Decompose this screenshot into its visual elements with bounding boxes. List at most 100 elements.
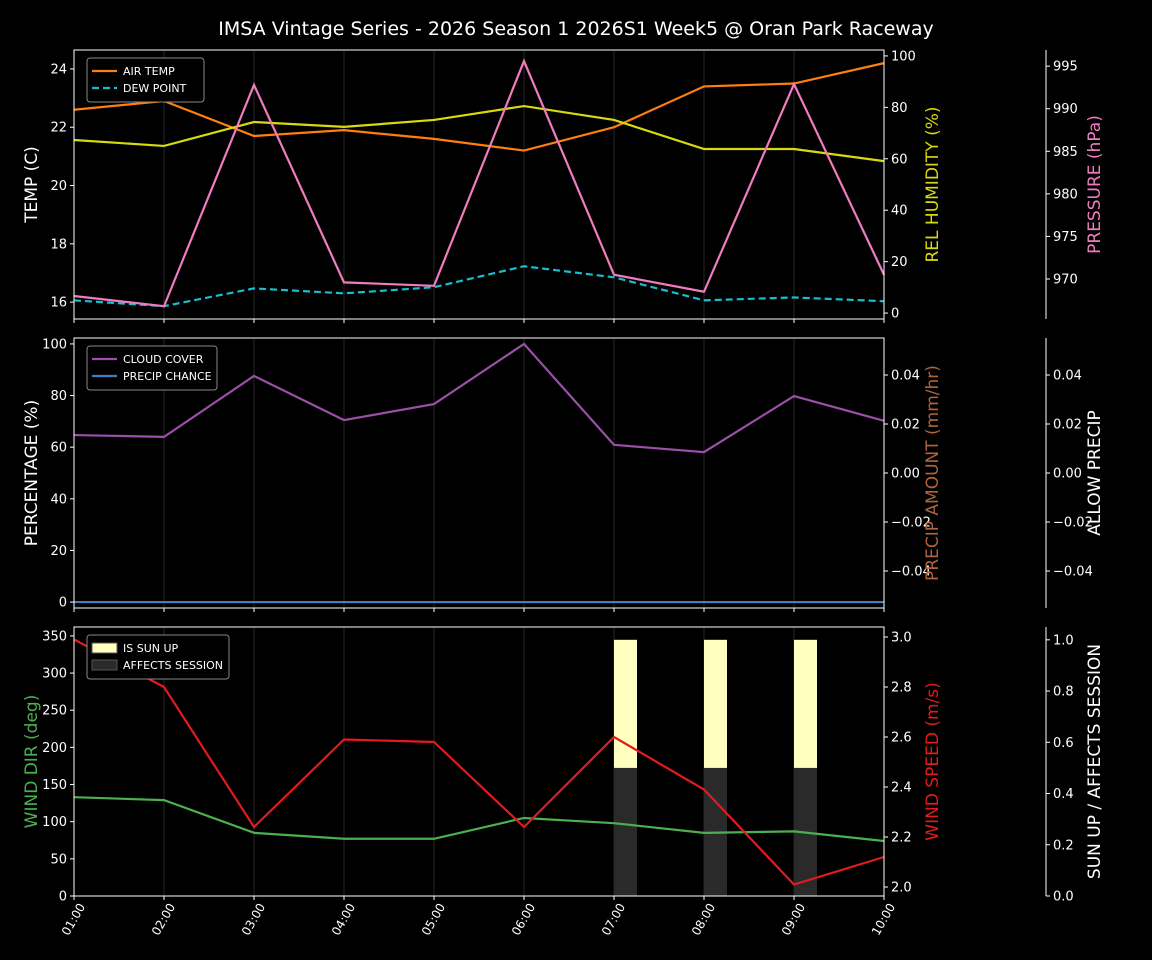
y-tick-label: 0.2 bbox=[1053, 838, 1074, 853]
axis-label: WIND SPEED (m/s) bbox=[923, 682, 943, 840]
y-tick-label: 0 bbox=[59, 890, 67, 905]
x-tick-label: 10:00 bbox=[869, 901, 898, 938]
y-tick-label: 60 bbox=[50, 441, 67, 456]
y-tick-label: 2.4 bbox=[891, 781, 912, 796]
legend-swatch bbox=[91, 642, 118, 654]
legend-label: CLOUD COVER bbox=[123, 353, 204, 366]
y-tick-label: 350 bbox=[42, 629, 67, 644]
y-tick-label: 0.4 bbox=[1053, 787, 1074, 802]
x-tick-label: 01:00 bbox=[59, 901, 88, 938]
y-tick-label: 60 bbox=[891, 152, 908, 167]
y-tick-label: 2.2 bbox=[891, 831, 912, 846]
y-tick-label: 18 bbox=[50, 237, 67, 252]
y-tick-label: 0.6 bbox=[1053, 736, 1074, 751]
legend-label: AIR TEMP bbox=[123, 65, 175, 78]
legend-label: IS SUN UP bbox=[123, 642, 179, 655]
y-tick-label: 980 bbox=[1053, 187, 1078, 202]
y-tick-label: −0.02 bbox=[891, 516, 931, 531]
panel-2: 0 20 40 60 80 100 PERCENTAGE (%) −0.04 −0.02 0.00… bbox=[22, 337, 1105, 612]
y-tick-label: 0.00 bbox=[891, 467, 920, 482]
y-tick-label: 22 bbox=[50, 121, 67, 136]
y-tick-label: 250 bbox=[42, 704, 67, 719]
y-tick-label: 50 bbox=[50, 852, 67, 867]
y-tick-label: 16 bbox=[50, 296, 67, 311]
y-tick-label: 40 bbox=[891, 204, 908, 219]
series-rel-humidity bbox=[73, 104, 885, 163]
y-tick-label: 2.0 bbox=[891, 881, 912, 896]
y-tick-label: 0.8 bbox=[1053, 685, 1074, 700]
y-tick-label: 20 bbox=[50, 544, 67, 559]
y-tick-label: 0.02 bbox=[1053, 417, 1082, 432]
y-tick-label: 1.0 bbox=[1053, 633, 1074, 648]
series-dew-point bbox=[73, 265, 885, 308]
y-tick-label: 0.00 bbox=[1053, 467, 1082, 482]
x-tick-label: 02:00 bbox=[149, 901, 178, 938]
series-air-temp bbox=[73, 62, 885, 152]
y-tick-label: 100 bbox=[891, 49, 916, 64]
y-tick-label: −0.04 bbox=[891, 565, 931, 580]
y-tick-label: 3.0 bbox=[891, 631, 912, 646]
x-tick-label: 06:00 bbox=[509, 901, 538, 938]
y-tick-label: 20 bbox=[50, 179, 67, 194]
axis-label: SUN UP / AFFECTS SESSION bbox=[1085, 644, 1105, 879]
axis-label: REL HUMIDITY (%) bbox=[923, 106, 943, 262]
y-tick-label: 0 bbox=[59, 596, 67, 611]
y-tick-label: 150 bbox=[42, 778, 67, 793]
x-tick-label: 05:00 bbox=[419, 901, 448, 938]
y-tick-label: 2.6 bbox=[891, 731, 912, 746]
y-tick-label: 0 bbox=[891, 307, 899, 322]
legend-label: AFFECTS SESSION bbox=[123, 659, 223, 672]
plot-frame bbox=[73, 626, 885, 897]
axis-label: PRESSURE (hPa) bbox=[1085, 115, 1105, 254]
y-tick-label: 0.0 bbox=[1053, 890, 1074, 905]
chart-title: IMSA Vintage Series - 2026 Season 1 2026… bbox=[218, 18, 933, 40]
axis-label: ALLOW PRECIP bbox=[1085, 410, 1105, 536]
legend-label: PRECIP CHANCE bbox=[123, 370, 212, 383]
legend-label: DEW POINT bbox=[123, 82, 187, 95]
y-tick-label: 990 bbox=[1053, 102, 1078, 117]
bar-affects-session bbox=[614, 767, 637, 896]
legend: AIR TEMP DEW POINT bbox=[86, 57, 205, 103]
y-tick-label: −0.04 bbox=[1053, 565, 1093, 580]
axis-label: WIND DIR (deg) bbox=[22, 695, 42, 829]
y-tick-label: 80 bbox=[891, 101, 908, 116]
y-tick-label: 970 bbox=[1053, 272, 1078, 287]
y-tick-label: 24 bbox=[50, 62, 67, 77]
axis-label: TEMP (C) bbox=[22, 146, 42, 224]
series-wind-dir bbox=[73, 796, 885, 843]
plot-frame bbox=[73, 49, 885, 320]
legend-frame bbox=[86, 345, 218, 391]
series-pressure bbox=[73, 58, 885, 308]
y-tick-label: 40 bbox=[50, 492, 67, 507]
y-tick-label: 995 bbox=[1053, 60, 1078, 75]
y-tick-label: 80 bbox=[50, 389, 67, 404]
legend-frame bbox=[86, 57, 205, 103]
series-cloud-cover bbox=[73, 342, 885, 454]
x-tick-label: 08:00 bbox=[689, 901, 718, 938]
y-tick-label: 0.04 bbox=[1053, 368, 1082, 383]
y-tick-label: 0.04 bbox=[891, 368, 920, 383]
y-tick-label: 2.8 bbox=[891, 681, 912, 696]
axis-label: PERCENTAGE (%) bbox=[22, 400, 42, 546]
panel-3: 0 50 100 150 200 250 300 350 WIND DIR (deg) 2.0 2.… bbox=[22, 626, 1105, 905]
y-tick-label: 20 bbox=[891, 255, 908, 270]
y-tick-label: 300 bbox=[42, 667, 67, 682]
x-tick-label: 04:00 bbox=[329, 901, 358, 938]
y-tick-label: 100 bbox=[42, 815, 67, 830]
y-tick-label: 200 bbox=[42, 741, 67, 756]
x-tick-label: 03:00 bbox=[239, 901, 268, 938]
series-wind-speed bbox=[73, 638, 885, 886]
legend: CLOUD COVER PRECIP CHANCE bbox=[86, 345, 218, 391]
y-tick-label: 985 bbox=[1053, 145, 1078, 160]
panel-1: 16 18 20 22 24 TEMP (C) 0 20 40 60 80 100 REL HUMIDI… bbox=[22, 49, 1105, 323]
y-tick-label: 975 bbox=[1053, 230, 1078, 245]
y-tick-label: 100 bbox=[42, 337, 67, 352]
x-tick-label: 07:00 bbox=[599, 901, 628, 938]
legend-frame bbox=[86, 634, 230, 680]
axis-label: PRECIP AMOUNT (mm/hr) bbox=[923, 365, 943, 581]
x-tick-label: 09:00 bbox=[779, 901, 808, 938]
y-tick-label: 0.02 bbox=[891, 417, 920, 432]
legend: IS SUN UP AFFECTS SESSION bbox=[86, 634, 230, 680]
y-tick-label: −0.02 bbox=[1053, 516, 1093, 531]
